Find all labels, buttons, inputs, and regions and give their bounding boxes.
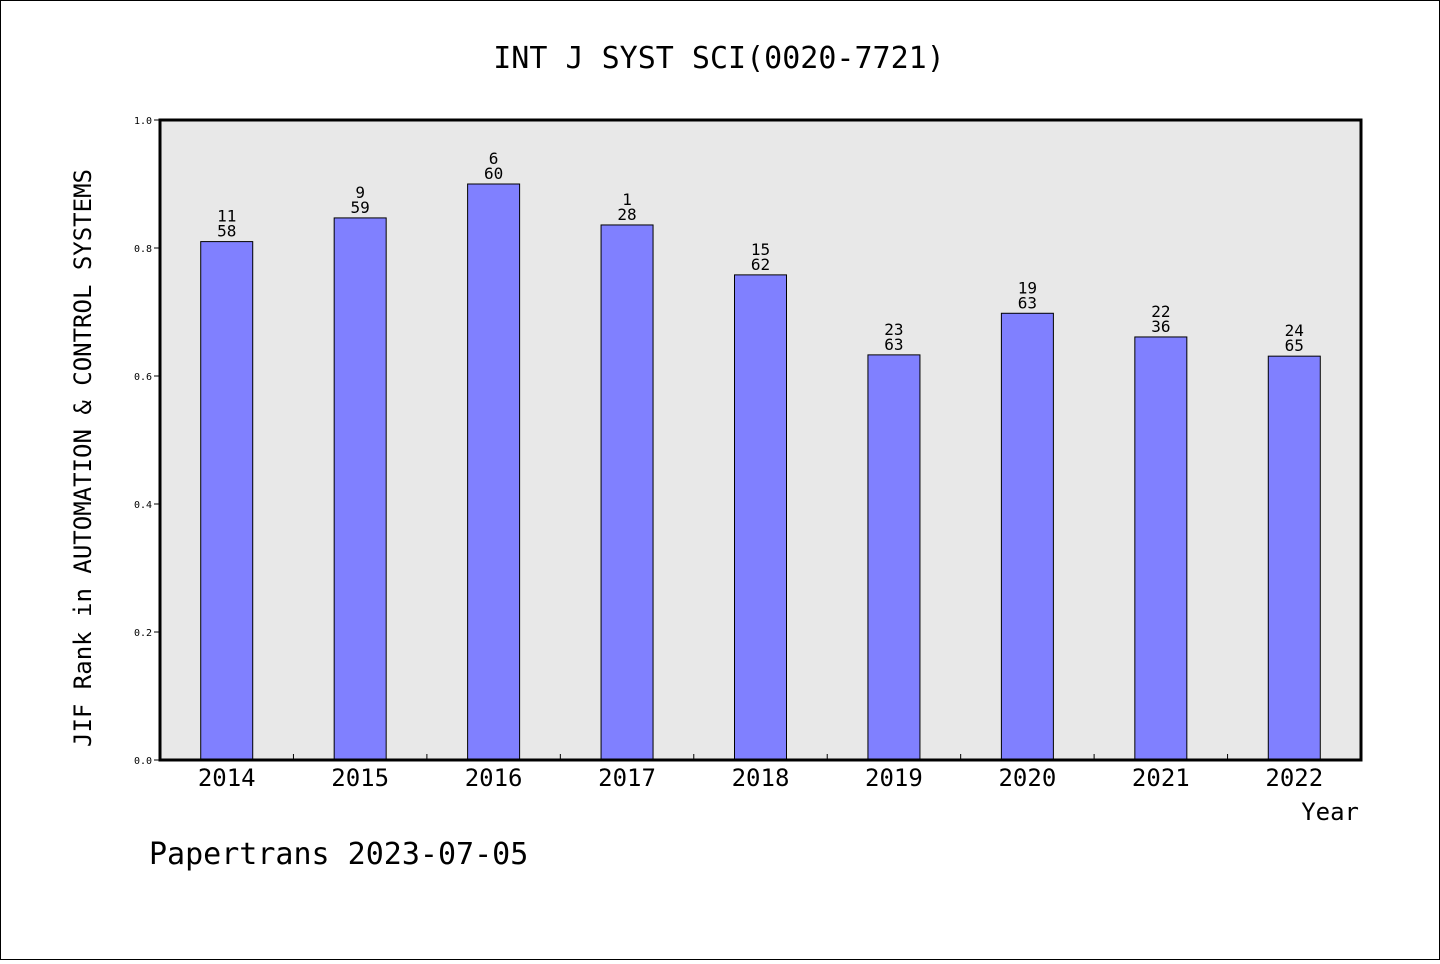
bar-total-label: 63 <box>1018 293 1037 312</box>
bar <box>467 183 521 761</box>
bar-rank-label: 23 <box>884 320 903 339</box>
bar-rank-label: 1 <box>622 190 632 209</box>
y-tick-label: 0.2 <box>134 628 152 639</box>
x-tick-label: 2021 <box>1132 764 1190 792</box>
bar-rank-label: 15 <box>751 240 770 259</box>
bar <box>867 354 921 761</box>
bar <box>600 224 654 761</box>
bar <box>1267 355 1321 761</box>
x-tick-label: 2014 <box>198 764 256 792</box>
plot-border <box>158 118 1363 762</box>
bar <box>333 217 387 761</box>
x-tick-label: 2016 <box>465 764 523 792</box>
x-tick-label: 2022 <box>1265 764 1323 792</box>
y-tick-label: 0.6 <box>134 372 152 383</box>
bar-total-label: 59 <box>351 198 370 217</box>
x-tick-label: 2019 <box>865 764 923 792</box>
y-tick-label: 0.0 <box>134 756 152 767</box>
bar-total-label: 65 <box>1285 336 1304 355</box>
bar-total-label: 62 <box>751 255 770 274</box>
x-tick-label: 2015 <box>331 764 389 792</box>
bar-total-label: 36 <box>1151 317 1170 336</box>
bar-total-label: 58 <box>217 222 236 241</box>
bar <box>734 274 787 761</box>
x-axis: 2014 2015 2016 2017 2018 2019 2020 2021 2022 <box>198 754 1323 792</box>
bar-total-label: 28 <box>617 205 636 224</box>
y-axis: 0.0 0.2 0.4 0.6 0.8 1.0 <box>134 116 160 767</box>
x-axis-label: Year <box>1301 798 1359 826</box>
y-tick-label: 0.4 <box>134 500 152 511</box>
bar <box>1000 312 1054 761</box>
bar-rank-label: 24 <box>1285 321 1304 340</box>
bar-total-label: 60 <box>484 164 503 183</box>
y-tick-label: 1.0 <box>134 116 152 127</box>
bar-rank-label: 6 <box>489 149 499 168</box>
bar-rank-label: 22 <box>1151 302 1170 321</box>
bar <box>200 241 254 761</box>
bar-rank-label: 11 <box>217 207 236 226</box>
chart-title: INT J SYST SCI(0020-7721) <box>493 41 945 76</box>
bar-rank-label: 19 <box>1018 278 1037 297</box>
x-tick-label: 2020 <box>998 764 1056 792</box>
footer-text: Papertrans 2023-07-05 <box>149 837 528 872</box>
x-tick-label: 2018 <box>732 764 790 792</box>
bar-rank-label: 9 <box>355 183 365 202</box>
y-tick-label: 0.8 <box>134 244 152 255</box>
bar-total-label: 63 <box>884 335 903 354</box>
y-axis-label: JIF Rank in AUTOMATION & CONTROL SYSTEMS <box>69 169 97 747</box>
bars <box>200 183 1321 761</box>
bar <box>1134 336 1188 761</box>
x-tick-label: 2017 <box>598 764 656 792</box>
